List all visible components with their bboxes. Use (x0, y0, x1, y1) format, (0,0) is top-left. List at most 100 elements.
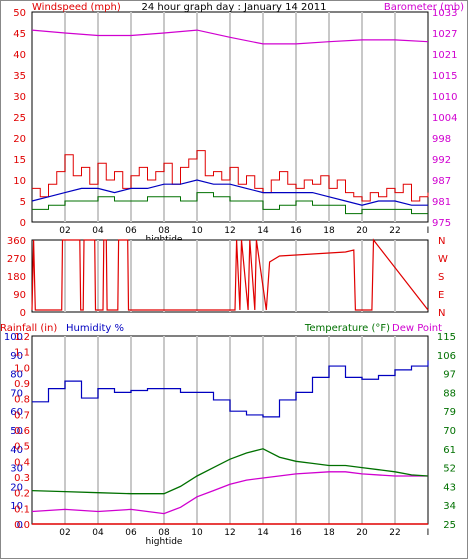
hightide-marker: hightide (146, 537, 183, 547)
wind-tick-label: 45 (13, 29, 26, 40)
baro-tick-label: 1033 (432, 8, 457, 19)
series-wind-average (31, 179, 428, 206)
x-tick-label: 12 (224, 528, 235, 538)
temp-tick-label: 34 (443, 501, 456, 512)
dir-tick-label: 360 (7, 236, 26, 247)
humidity-tick-label: 90 (10, 351, 23, 362)
humidity-tick-label: 60 (10, 407, 23, 418)
humidity-tick-label: 40 (10, 445, 23, 456)
rain-tick-label: 0.0 (14, 520, 30, 531)
rain-tick-label: 0.8 (14, 395, 30, 406)
x-tick-label: 06 (125, 528, 137, 538)
baro-tick-label: 975 (432, 218, 451, 229)
temp-tick-label: 43 (443, 482, 456, 493)
humidity-tick-label: 100 (4, 332, 23, 343)
dir-tick-label: 270 (7, 254, 26, 265)
temp-tick-label: 115 (437, 332, 456, 343)
x-tick-label: 18 (323, 226, 335, 236)
rain-tick-label: 0.9 (14, 379, 30, 390)
temp-tick-label: 97 (443, 370, 456, 381)
x-tick-label: 18 (323, 528, 335, 538)
x-tick-label: 04 (92, 528, 104, 538)
wind-tick-label: 25 (13, 113, 26, 124)
temp-tick-label: 79 (443, 407, 456, 418)
humidity-tick-label: 20 (10, 482, 23, 493)
wind-tick-label: 30 (13, 92, 26, 103)
x-tick-label: 16 (290, 226, 302, 236)
wind-tick-label: 15 (13, 155, 26, 166)
wind-tick-label: 40 (13, 50, 26, 61)
series-wind-direction (31, 238, 429, 311)
dir-tick-label: 90 (13, 290, 26, 301)
rain-tick-label: 1.2 (14, 332, 30, 343)
x-tick-label: 08 (158, 528, 170, 538)
humidity-axis-label: Humidity % (66, 323, 124, 334)
baro-tick-label: 1021 (432, 50, 457, 61)
baro-tick-label: 1010 (432, 92, 457, 103)
x-tick-label: 04 (92, 226, 104, 236)
x-tick-label: 14 (257, 528, 269, 538)
x-tick-label: 06 (125, 226, 137, 236)
rain-tick-label: 0.4 (14, 457, 30, 468)
dewpoint-axis-label: Dew Point (392, 323, 442, 334)
x-tick-label: 12 (224, 226, 235, 236)
series-humidity (32, 360, 429, 418)
humidity-tick-label: 80 (10, 370, 23, 381)
temp-tick-label: 25 (443, 520, 456, 531)
temp-axis-label: Temperature (°F) (304, 323, 390, 334)
rain-tick-label: 0.2 (14, 489, 30, 500)
chart-title: 24 hour graph day : January 14 2011 (142, 2, 327, 13)
humidity-tick-label: 10 (10, 501, 23, 512)
temp-tick-label: 61 (443, 445, 456, 456)
x-tick-label: I (427, 226, 430, 236)
humidity-tick-label: 0 (17, 520, 23, 531)
baro-tick-label: 1027 (432, 29, 457, 40)
humidity-tick-label: 70 (10, 388, 23, 399)
rain-tick-label: 0.3 (14, 473, 30, 484)
series-barometer (31, 29, 429, 45)
series-windspeed (32, 150, 429, 202)
compass-label: S (438, 272, 444, 283)
series-wind-low (32, 192, 428, 215)
dir-tick-label: 180 (7, 272, 26, 283)
series-dew-point (31, 471, 428, 515)
x-tick-label: 20 (356, 226, 368, 236)
dir-tick-label: 0 (20, 308, 26, 319)
rain-tick-label: 1.0 (14, 363, 30, 374)
rain-tick-label: 0.7 (14, 410, 30, 421)
wind-tick-label: 10 (13, 176, 26, 187)
wind-tick-label: 20 (13, 134, 26, 145)
x-tick-label: 16 (290, 528, 302, 538)
baro-tick-label: 998 (432, 134, 451, 145)
x-tick-label: 20 (356, 528, 368, 538)
baro-tick-label: 987 (432, 176, 451, 187)
baro-tick-label: 1004 (432, 113, 457, 124)
wind-axis-label: Windspeed (mph) (32, 2, 121, 13)
baro-tick-label: 992 (432, 155, 451, 166)
rain-tick-label: 1.1 (14, 348, 30, 359)
wind-tick-label: 50 (13, 8, 26, 19)
wind-tick-label: 35 (13, 71, 26, 82)
temp-tick-label: 52 (443, 464, 456, 475)
humidity-tick-label: 30 (10, 464, 23, 475)
rain-tick-label: 0.5 (14, 442, 30, 453)
x-tick-label: 08 (158, 226, 170, 236)
temp-tick-label: 88 (443, 388, 456, 399)
humidity-tick-label: 50 (10, 426, 23, 437)
rainfall-axis-label: Rainfall (in) (0, 323, 57, 334)
rain-tick-label: 0.1 (14, 504, 30, 515)
temp-tick-label: 106 (437, 351, 456, 362)
compass-label: N (438, 236, 445, 247)
series-temperature (31, 448, 429, 495)
x-tick-label: 14 (257, 226, 269, 236)
x-tick-label: 22 (389, 528, 400, 538)
baro-tick-label: 1015 (432, 71, 457, 82)
compass-label: E (438, 290, 444, 301)
x-tick-label: I (427, 528, 430, 538)
x-tick-label: 10 (191, 528, 203, 538)
baro-tick-label: 981 (432, 197, 451, 208)
compass-label: W (438, 254, 448, 265)
wind-tick-label: 0 (20, 218, 26, 229)
